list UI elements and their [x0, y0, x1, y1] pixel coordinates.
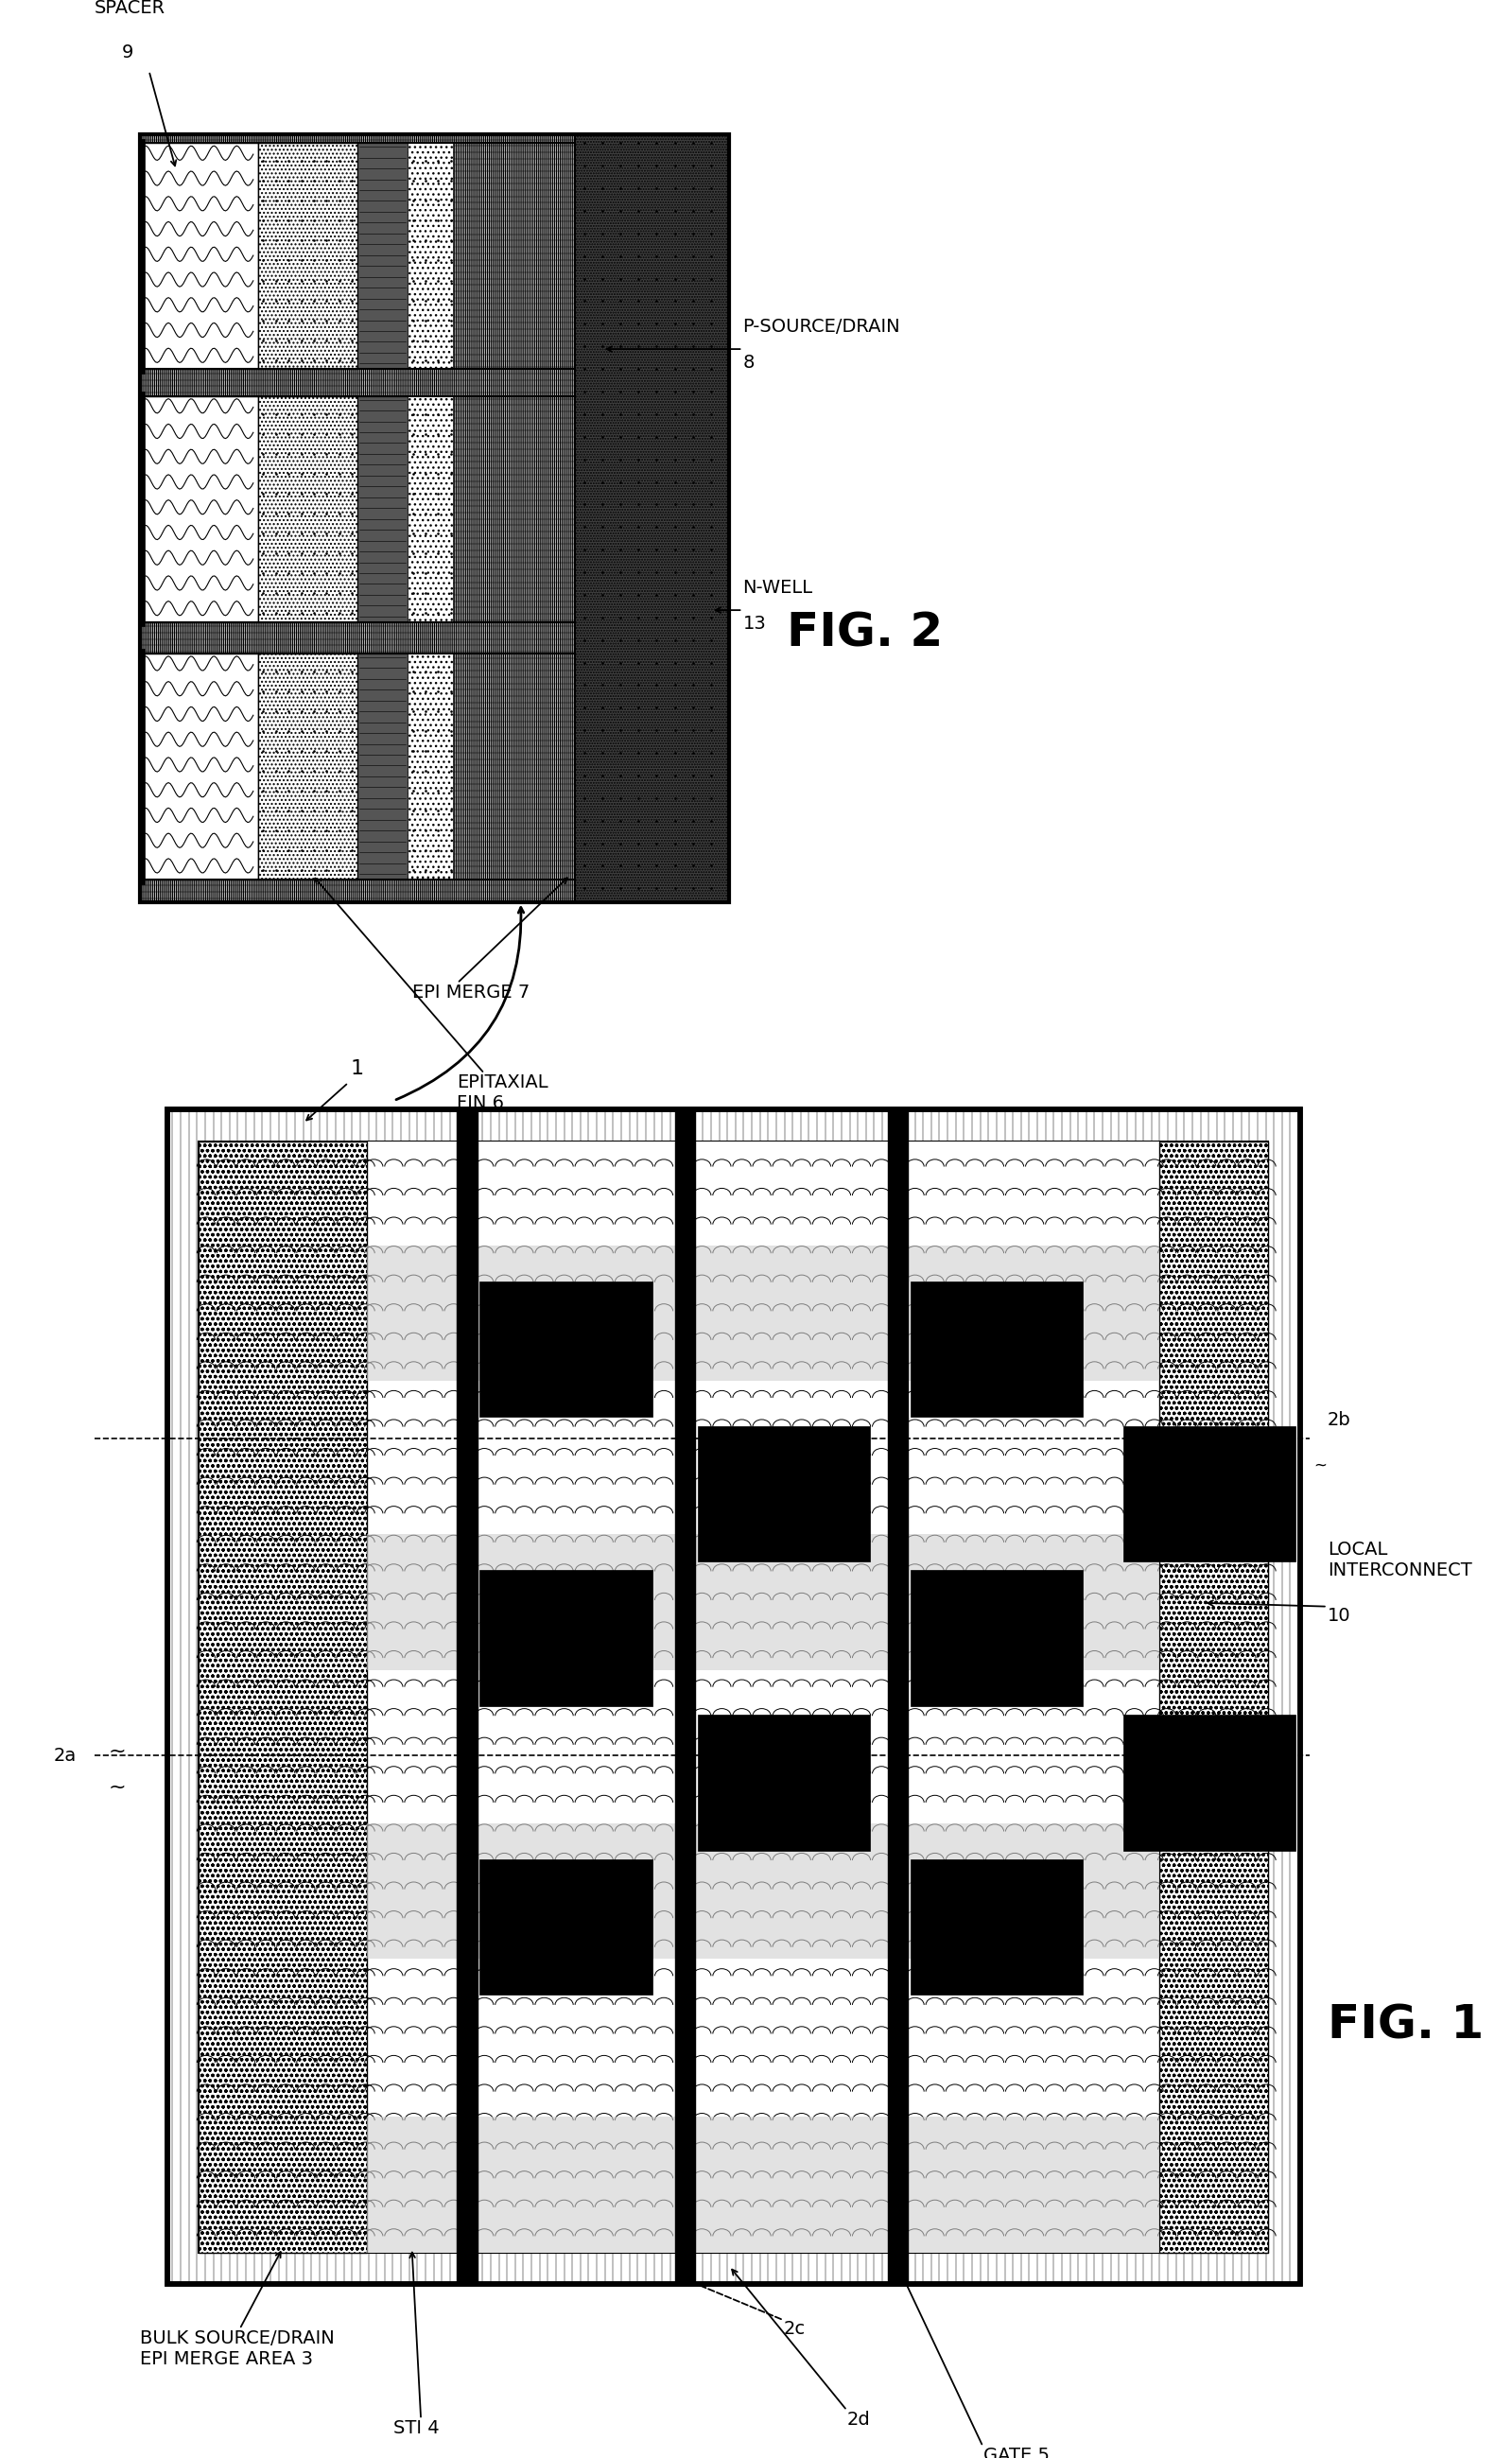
Bar — [907, 1141, 1160, 2252]
Text: 13: 13 — [742, 614, 767, 632]
Bar — [141, 135, 729, 902]
Bar — [694, 1141, 888, 2252]
Bar — [357, 654, 407, 880]
Text: FIG. 2: FIG. 2 — [786, 610, 943, 656]
Text: EPITAXIAL
FIN 6: EPITAXIAL FIN 6 — [457, 1074, 549, 1113]
Bar — [200, 1141, 366, 2252]
Text: N-WELL: N-WELL — [742, 578, 813, 597]
Bar — [366, 1246, 1160, 1381]
Bar — [357, 396, 407, 622]
Bar — [141, 654, 257, 880]
Bar — [366, 1824, 1160, 1959]
Text: P-SOURCE/DRAIN: P-SOURCE/DRAIN — [742, 317, 900, 337]
Text: 2d: 2d — [847, 2411, 871, 2429]
Text: ~: ~ — [1314, 1458, 1328, 1475]
Text: LOCAL
INTERCONNECT: LOCAL INTERCONNECT — [1328, 1541, 1471, 1580]
Bar — [910, 1858, 1083, 1996]
Bar — [366, 1534, 1160, 1669]
Bar — [407, 396, 452, 622]
Bar — [479, 1571, 652, 1706]
Bar — [141, 143, 257, 369]
Text: 10: 10 — [1328, 1608, 1350, 1625]
Bar — [168, 1109, 1300, 2283]
Text: BULK SOURCE/DRAIN
EPI MERGE AREA 3: BULK SOURCE/DRAIN EPI MERGE AREA 3 — [141, 2330, 334, 2367]
Bar — [257, 654, 357, 880]
Bar — [407, 654, 452, 880]
Bar — [888, 1109, 907, 2283]
Text: EPI MERGE 7: EPI MERGE 7 — [411, 983, 529, 1000]
Bar — [407, 143, 452, 369]
Bar — [478, 1141, 674, 2252]
Bar — [575, 135, 729, 902]
Text: GATE 5: GATE 5 — [983, 2446, 1049, 2458]
Text: STI 4: STI 4 — [393, 2419, 440, 2438]
Text: ~: ~ — [109, 1743, 125, 1760]
Bar — [357, 143, 407, 369]
Bar — [257, 396, 357, 622]
Text: 8: 8 — [742, 354, 754, 371]
Bar — [697, 1716, 869, 1851]
Bar — [697, 1426, 869, 1561]
Bar — [479, 1281, 652, 1416]
Bar — [1123, 1426, 1296, 1561]
Bar — [141, 135, 729, 902]
Bar — [1160, 1141, 1269, 2252]
Bar — [257, 143, 357, 369]
Bar — [457, 1109, 478, 2283]
Text: FIG. 1: FIG. 1 — [1328, 2003, 1483, 2048]
Bar — [366, 2116, 1160, 2252]
Bar — [141, 391, 145, 627]
Text: 2c: 2c — [783, 2320, 806, 2338]
Bar — [141, 649, 145, 885]
Text: 2a: 2a — [53, 1748, 77, 1765]
Bar — [910, 1281, 1083, 1416]
Bar — [141, 396, 257, 622]
Text: SPACER: SPACER — [95, 0, 166, 17]
Text: 1: 1 — [351, 1059, 364, 1079]
Bar — [200, 1141, 1269, 2252]
Bar — [1123, 1716, 1296, 1851]
Bar — [674, 1109, 694, 2283]
Text: ~: ~ — [109, 1777, 125, 1797]
Bar — [479, 1858, 652, 1996]
Text: 9: 9 — [122, 44, 133, 61]
Bar — [168, 1109, 1300, 2283]
Bar — [910, 1571, 1083, 1706]
Text: 2b: 2b — [1328, 1411, 1350, 1431]
Bar — [366, 1141, 457, 2252]
Bar — [141, 138, 145, 374]
